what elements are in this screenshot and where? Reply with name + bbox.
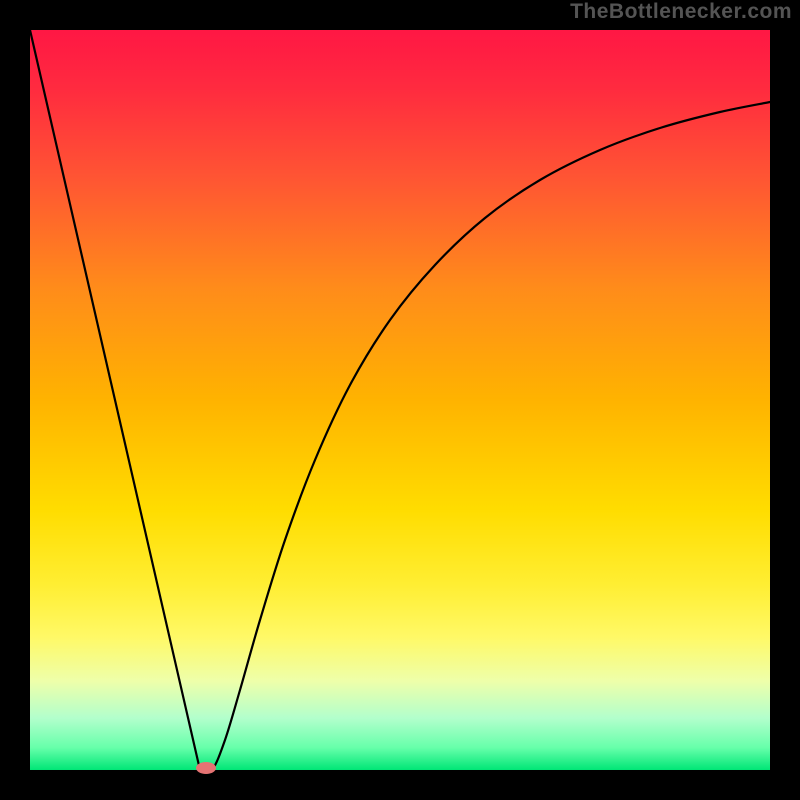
- chart-svg: [0, 0, 800, 800]
- plot-background: [30, 30, 770, 770]
- figure-container: TheBottlenecker.com: [0, 0, 800, 800]
- watermark-text: TheBottlenecker.com: [570, 0, 792, 24]
- vertex-marker: [196, 762, 216, 774]
